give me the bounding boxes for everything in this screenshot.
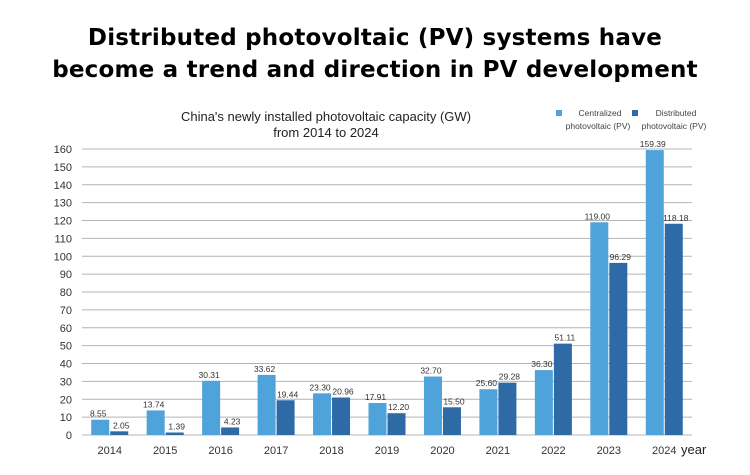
bar-centralized-2024 xyxy=(645,150,664,435)
bar-value-label: 19.44 xyxy=(277,389,299,399)
legend-label: Distributed xyxy=(656,108,697,118)
legend: Centralized photovoltaic (PV) Distributed p… xyxy=(556,108,707,131)
bar-value-label: 17.91 xyxy=(365,392,387,402)
bar-value-label: 159.39 xyxy=(640,139,666,149)
bar-centralized-2014 xyxy=(91,419,110,435)
x-axis-label: year xyxy=(681,442,707,457)
bar-centralized-2018 xyxy=(313,393,332,435)
bar-distributed-2024 xyxy=(664,223,683,435)
bar-value-label: 30.31 xyxy=(198,370,220,380)
x-tick-label: 2016 xyxy=(208,445,232,457)
y-tick-label: 30 xyxy=(60,376,72,388)
bar-value-label: 33.62 xyxy=(254,364,276,374)
y-tick-label: 70 xyxy=(60,305,72,317)
bar-value-label: 2.05 xyxy=(113,420,130,430)
bar-value-label: 1.39 xyxy=(168,422,185,432)
x-tick-label: 2023 xyxy=(597,445,621,457)
bar-value-label: 29.28 xyxy=(499,372,521,382)
y-axis-ticks: 0 10 20 30 40 50 60 70 80 90 100 110 120 130 140 150 160 xyxy=(54,144,72,442)
bar-distributed-2016 xyxy=(221,427,240,435)
x-tick-label: 2018 xyxy=(319,445,343,457)
bar-centralized-2022 xyxy=(534,370,553,435)
bar-centralized-2019 xyxy=(368,402,387,435)
bar-value-label: 96.29 xyxy=(610,252,632,262)
x-tick-label: 2014 xyxy=(97,445,121,457)
legend-swatch-distributed xyxy=(632,110,638,116)
bar-value-label: 36.30 xyxy=(531,359,553,369)
y-tick-label: 20 xyxy=(60,394,72,406)
y-tick-label: 60 xyxy=(60,323,72,335)
bar-data-labels: 8.55 2.05 13.74 1.39 30.31 4.23 33.62 19.44 23.3… xyxy=(90,139,689,431)
headline-line-2: become a trend and direction in PV devel… xyxy=(52,57,698,83)
bar-value-label: 23.30 xyxy=(309,382,331,392)
x-tick-label: 2020 xyxy=(430,445,454,457)
x-tick-label: 2017 xyxy=(264,445,288,457)
y-tick-label: 80 xyxy=(60,287,72,299)
bar-distributed-2021 xyxy=(498,382,517,435)
bar-distributed-2015 xyxy=(165,432,184,435)
bar-centralized-2023 xyxy=(590,222,609,435)
x-tick-label: 2021 xyxy=(486,445,510,457)
y-tick-label: 110 xyxy=(54,233,72,245)
y-tick-label: 50 xyxy=(60,341,72,353)
x-tick-label: 2022 xyxy=(541,445,565,457)
bar-distributed-2022 xyxy=(553,343,572,435)
legend-label: Centralized xyxy=(579,108,622,118)
headline-line-1: Distributed photovoltaic (PV) systems ha… xyxy=(87,25,663,51)
bar-value-label: 118.18 xyxy=(663,213,689,223)
bar-centralized-2021 xyxy=(479,389,498,435)
bar-distributed-2017 xyxy=(276,400,295,435)
bar-centralized-2015 xyxy=(146,410,165,435)
y-tick-label: 100 xyxy=(54,251,72,263)
y-tick-label: 0 xyxy=(66,430,72,442)
y-tick-label: 140 xyxy=(54,180,72,192)
x-tick-label: 2024 xyxy=(652,445,676,457)
bar-value-label: 20.96 xyxy=(332,387,354,397)
chart-title-line-2: from 2014 to 2024 xyxy=(273,125,379,140)
bar-value-label: 12.20 xyxy=(388,402,410,412)
legend-label: photovoltaic (PV) xyxy=(566,121,631,131)
bar-centralized-2016 xyxy=(202,380,221,435)
bar-value-label: 51.11 xyxy=(555,333,576,343)
bar-distributed-2018 xyxy=(332,397,351,435)
y-tick-label: 10 xyxy=(60,412,72,424)
y-tick-label: 40 xyxy=(60,359,72,371)
y-tick-label: 130 xyxy=(54,198,72,210)
y-tick-label: 160 xyxy=(54,144,72,156)
x-axis-ticks: 2014 2015 2016 2017 2018 2019 2020 2021 2022 2023… xyxy=(97,445,676,457)
bar-distributed-2020 xyxy=(442,407,461,435)
bar-value-label: 32.70 xyxy=(420,366,442,376)
legend-label: photovoltaic (PV) xyxy=(642,121,707,131)
y-tick-label: 150 xyxy=(54,162,72,174)
bar-centralized-2020 xyxy=(423,376,442,435)
bar-centralized-2017 xyxy=(257,374,276,435)
bar-value-label: 25.60 xyxy=(476,378,498,388)
bars xyxy=(91,150,683,435)
chart-title-line-1: China's newly installed photovoltaic cap… xyxy=(181,109,471,124)
bar-value-label: 13.74 xyxy=(143,399,165,409)
legend-swatch-centralized xyxy=(556,110,562,116)
bar-distributed-2019 xyxy=(387,413,406,435)
bar-value-label: 4.23 xyxy=(224,416,241,426)
bar-value-label: 8.55 xyxy=(90,409,107,419)
bar-value-label: 15.50 xyxy=(443,396,465,406)
x-tick-label: 2019 xyxy=(375,445,399,457)
y-tick-label: 120 xyxy=(54,216,72,228)
bar-distributed-2014 xyxy=(110,431,129,435)
bar-value-label: 119.00 xyxy=(585,211,611,221)
y-tick-label: 90 xyxy=(60,269,72,281)
bar-distributed-2023 xyxy=(609,262,628,435)
x-tick-label: 2015 xyxy=(153,445,177,457)
